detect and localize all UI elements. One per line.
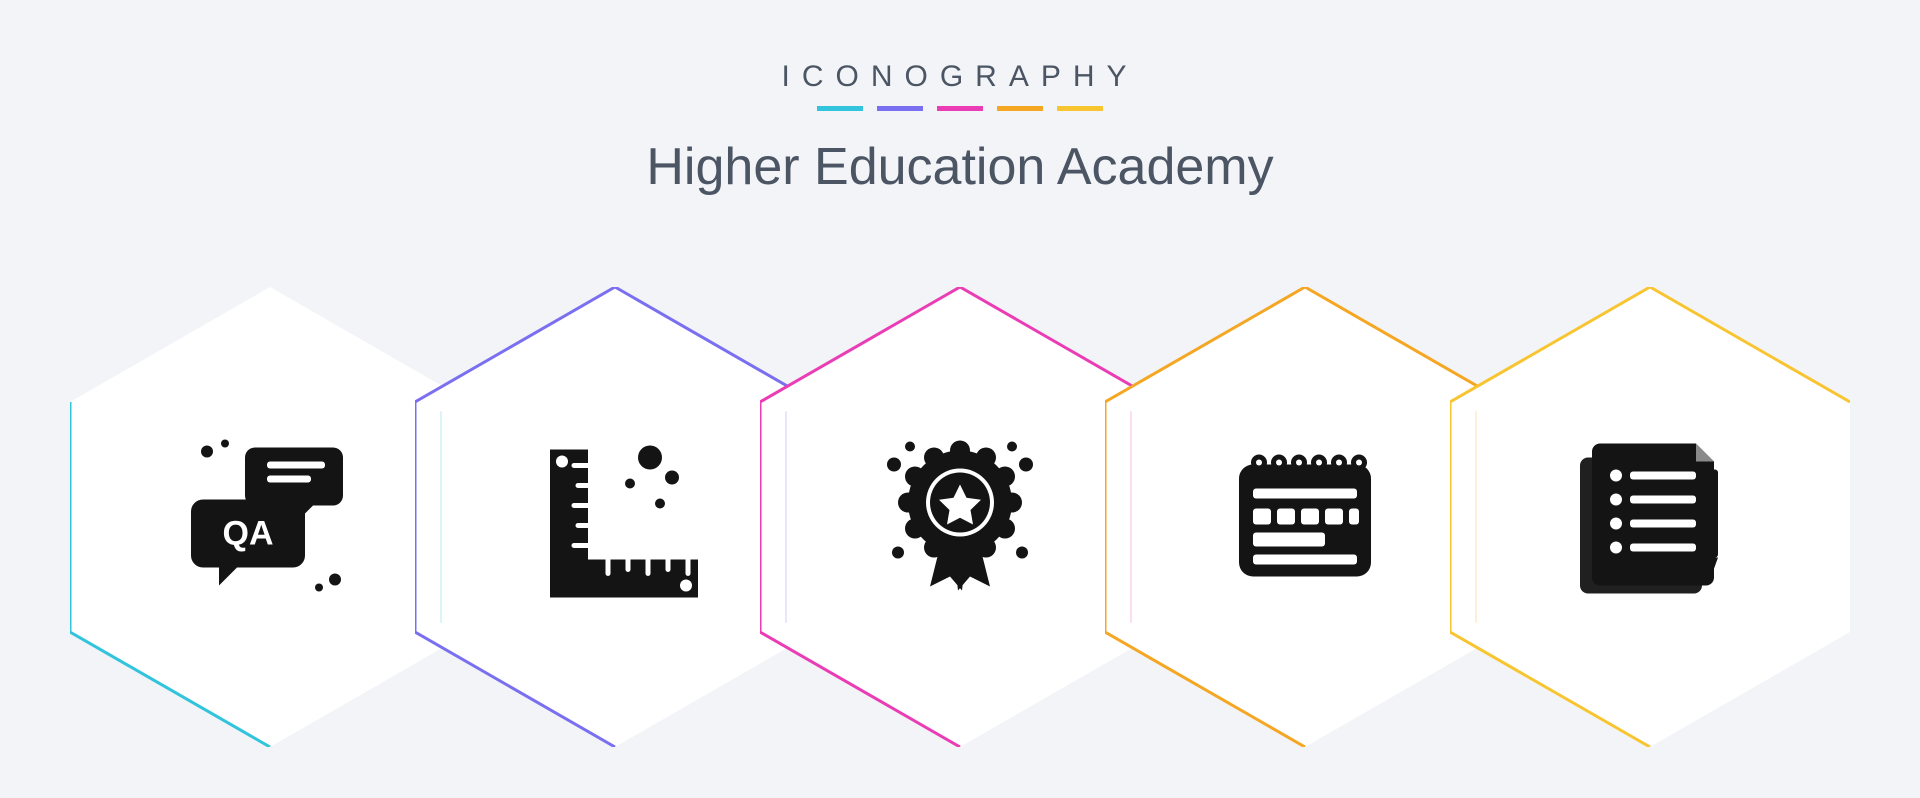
qa-chat-icon: QA	[185, 430, 355, 605]
header: ICONOGRAPHY Higher Education Academy	[646, 60, 1273, 197]
underline-cyan	[817, 106, 863, 111]
svg-text:QA: QA	[223, 515, 274, 553]
underline-yellow	[1057, 106, 1103, 111]
underline-row	[646, 106, 1273, 111]
test-paper-icon	[1570, 430, 1730, 605]
calendar-icon	[1225, 435, 1385, 600]
hex-card-qa-chat: QA	[70, 287, 470, 747]
badge-icon	[870, 425, 1050, 610]
hex-row: QA	[70, 287, 1850, 747]
underline-purple	[877, 106, 923, 111]
hex-card-ruler	[415, 287, 815, 747]
hex-card-calendar	[1105, 287, 1505, 747]
underline-magenta	[937, 106, 983, 111]
page-title: Higher Education Academy	[646, 137, 1273, 197]
ruler-icon	[530, 430, 700, 605]
underline-orange	[997, 106, 1043, 111]
eyebrow: ICONOGRAPHY	[646, 60, 1273, 94]
hex-card-test-paper	[1450, 287, 1850, 747]
hex-card-badge	[760, 287, 1160, 747]
